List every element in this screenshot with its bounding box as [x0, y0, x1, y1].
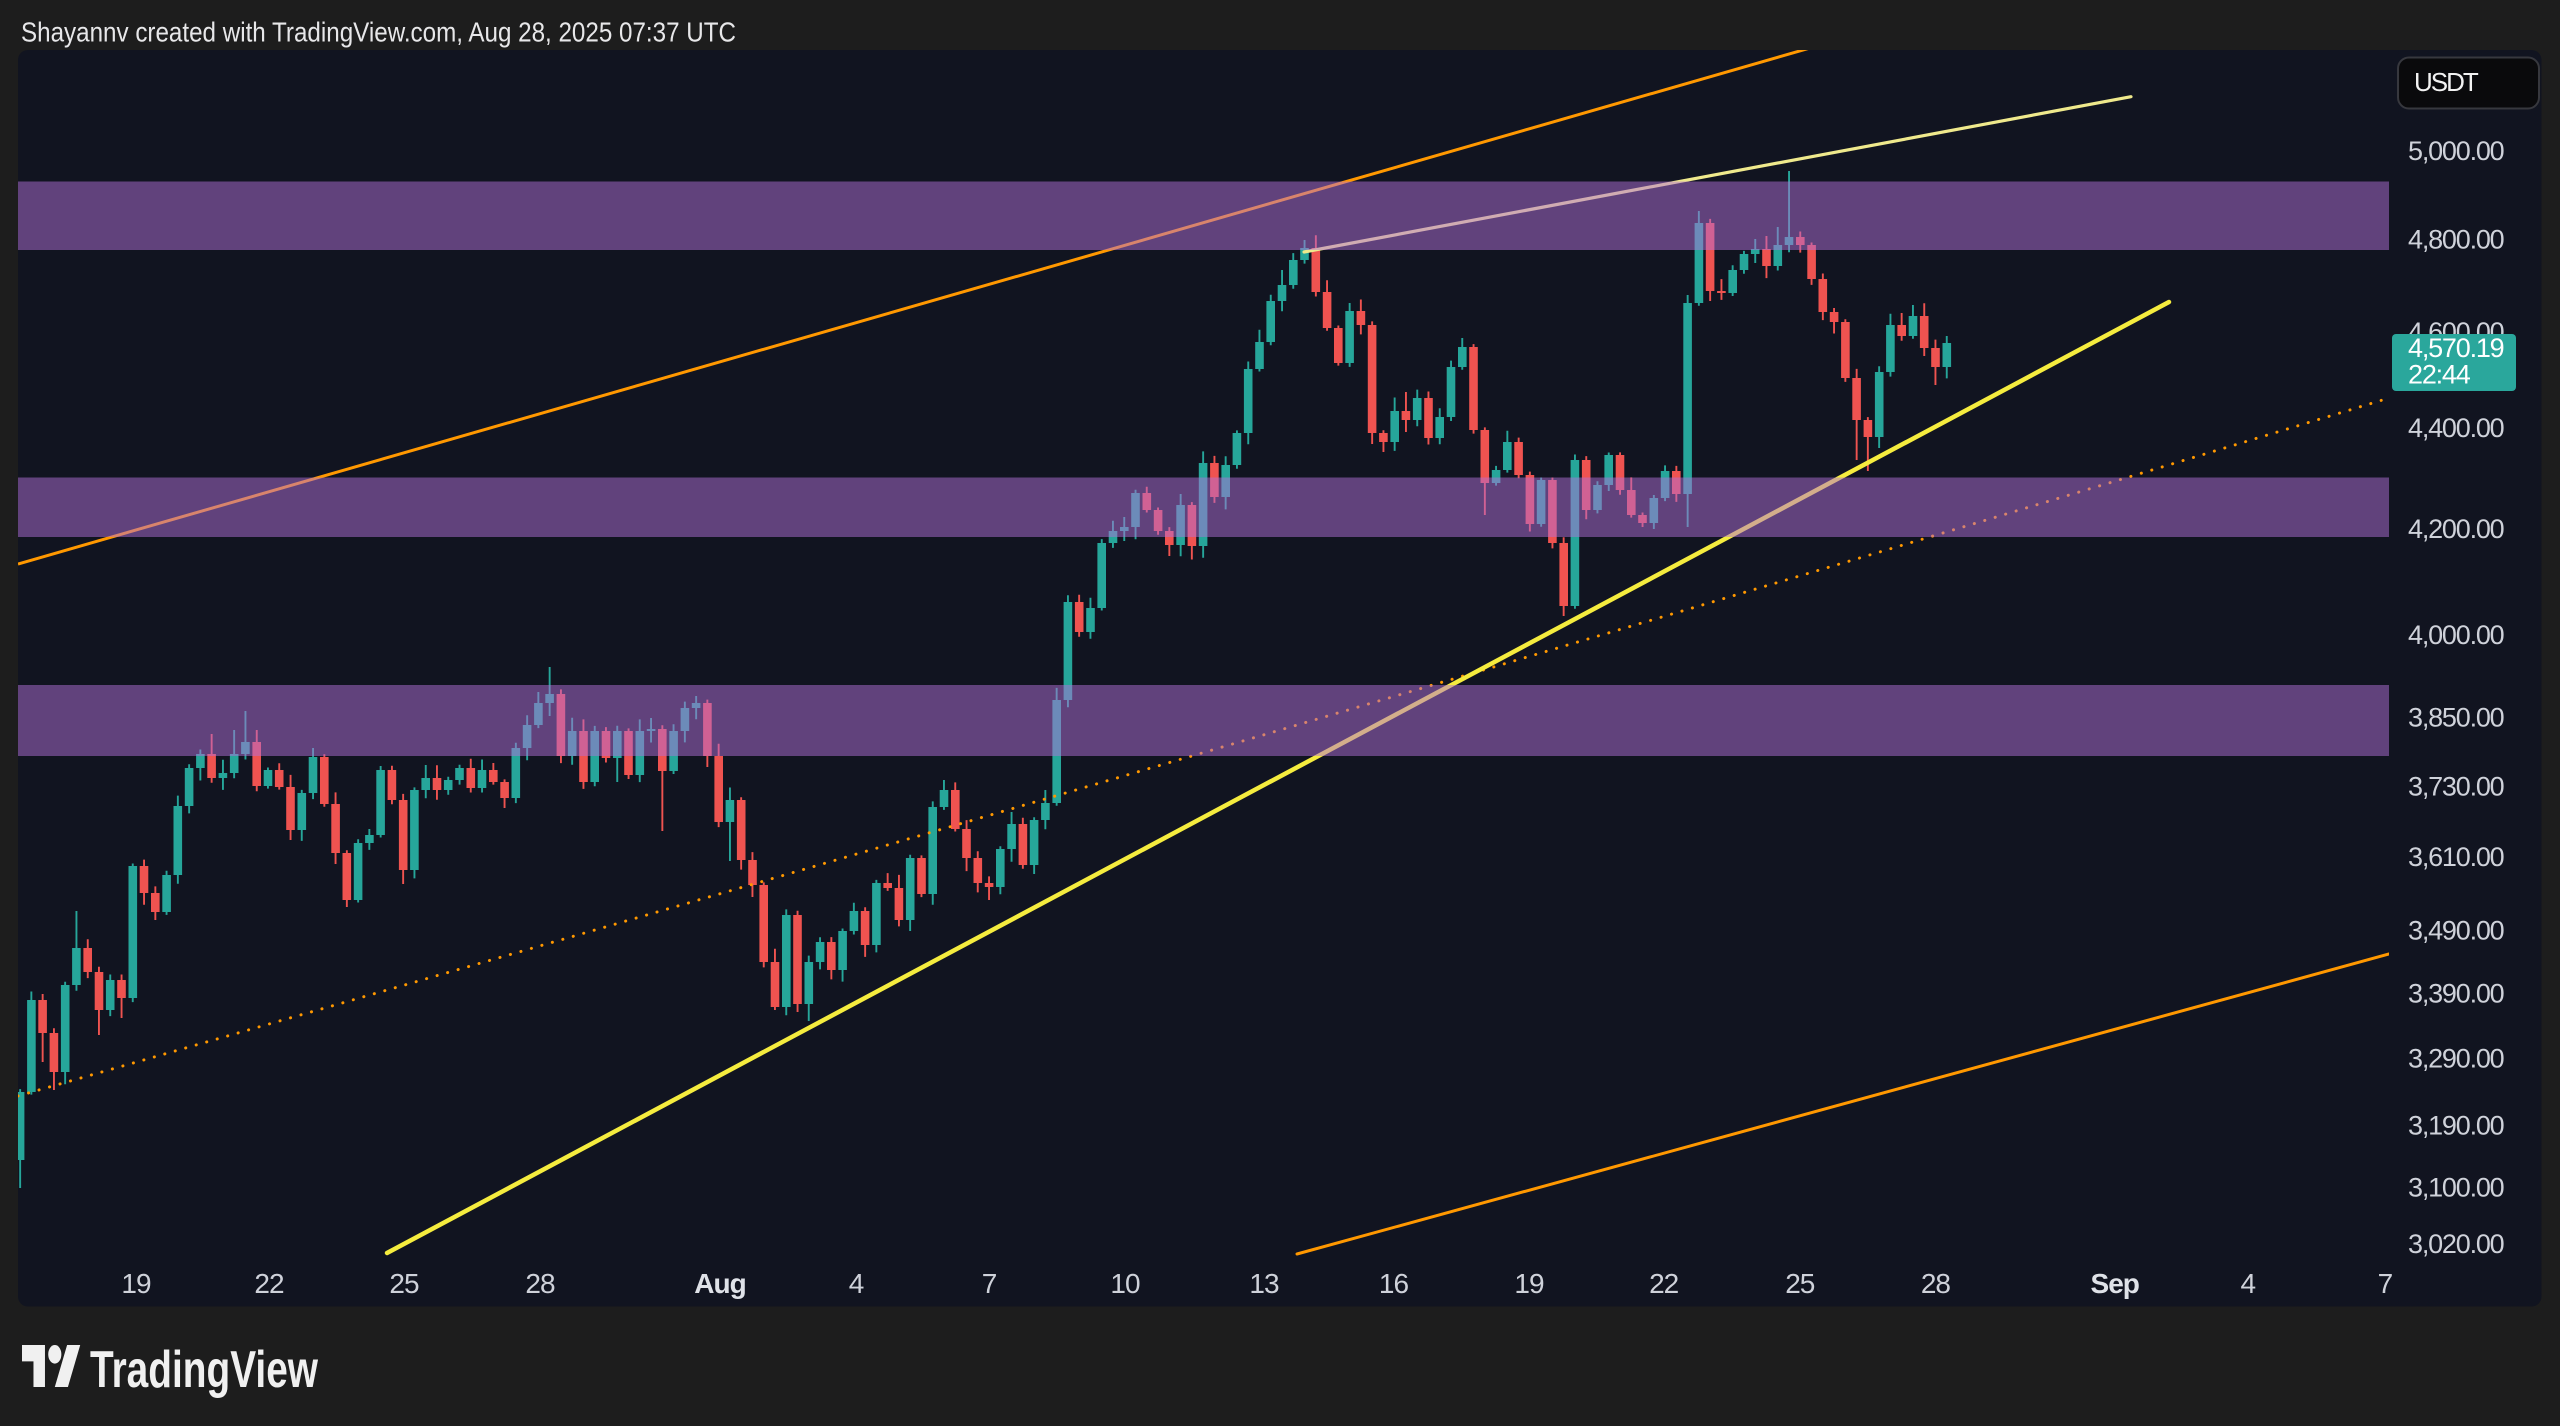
- svg-text:10: 10: [1110, 1268, 1140, 1299]
- svg-text:19: 19: [121, 1268, 151, 1299]
- svg-text:3,190.00: 3,190.00: [2408, 1110, 2504, 1140]
- svg-text:25: 25: [389, 1268, 419, 1299]
- svg-text:3,390.00: 3,390.00: [2408, 979, 2504, 1009]
- svg-text:22:44: 22:44: [2408, 360, 2471, 390]
- svg-text:4,570.19: 4,570.19: [2408, 333, 2504, 363]
- svg-text:Aug: Aug: [694, 1268, 745, 1299]
- svg-text:7: 7: [2378, 1268, 2393, 1299]
- svg-text:Shayannv created with TradingV: Shayannv created with TradingView.com, A…: [21, 17, 736, 48]
- svg-text:5,000.00: 5,000.00: [2408, 136, 2504, 166]
- svg-text:4: 4: [849, 1268, 864, 1299]
- svg-text:3,610.00: 3,610.00: [2408, 842, 2504, 872]
- svg-text:22: 22: [254, 1268, 284, 1299]
- svg-text:Sep: Sep: [2091, 1268, 2139, 1299]
- svg-text:7: 7: [982, 1268, 997, 1299]
- svg-text:25: 25: [1785, 1268, 1815, 1299]
- svg-text:3,730.00: 3,730.00: [2408, 771, 2504, 801]
- svg-text:3,020.00: 3,020.00: [2408, 1229, 2504, 1259]
- svg-text:4,200.00: 4,200.00: [2408, 514, 2504, 544]
- svg-text:4,400.00: 4,400.00: [2408, 413, 2504, 443]
- svg-text:3,490.00: 3,490.00: [2408, 916, 2504, 946]
- svg-text:3,100.00: 3,100.00: [2408, 1172, 2504, 1202]
- svg-text:4: 4: [2241, 1268, 2256, 1299]
- svg-text:28: 28: [525, 1268, 555, 1299]
- svg-text:3,850.00: 3,850.00: [2408, 703, 2504, 733]
- svg-text:22: 22: [1649, 1268, 1679, 1299]
- svg-text:3,290.00: 3,290.00: [2408, 1043, 2504, 1073]
- svg-text:28: 28: [1921, 1268, 1951, 1299]
- svg-text:4,000.00: 4,000.00: [2408, 620, 2504, 650]
- svg-text:4,800.00: 4,800.00: [2408, 225, 2504, 255]
- svg-text:TradingView: TradingView: [90, 1341, 318, 1399]
- svg-text:16: 16: [1379, 1268, 1409, 1299]
- svg-text:19: 19: [1514, 1268, 1544, 1299]
- svg-text:USDT: USDT: [2414, 67, 2479, 97]
- svg-text:13: 13: [1249, 1268, 1279, 1299]
